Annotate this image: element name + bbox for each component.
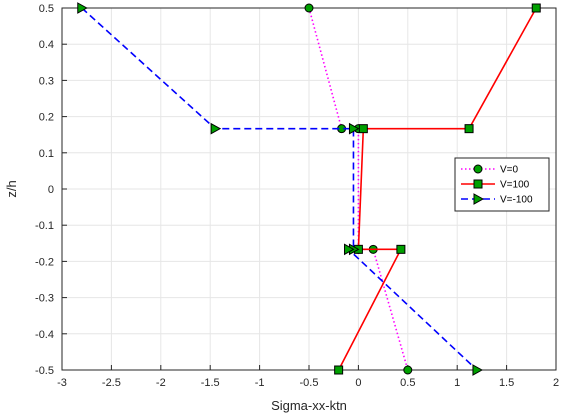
x-tick-label: -3	[57, 377, 67, 389]
y-tick-label: -0.5	[35, 365, 54, 377]
y-tick-label: 0	[48, 184, 54, 196]
x-tick-label: -2	[156, 377, 166, 389]
y-tick-label: -0.4	[35, 329, 54, 341]
data-point-marker	[344, 243, 355, 256]
series-group	[77, 2, 483, 376]
data-point-marker	[304, 3, 314, 13]
y-tick-label: -0.1	[35, 220, 54, 232]
data-point-marker	[334, 365, 344, 375]
data-point-marker	[358, 124, 368, 134]
x-tick-label: 1	[454, 377, 460, 389]
x-tick-label: 1.5	[499, 377, 514, 389]
data-point-marker	[473, 179, 483, 189]
data-point-marker	[396, 244, 406, 254]
x-axis-ticks: -3 -2.5 -2 -1.5 -1 -0.5 0 0.5 1 1.5 2	[57, 365, 559, 389]
series-line	[308, 7, 409, 371]
legend-entry-label: V=-100	[500, 195, 533, 206]
data-point-marker	[472, 364, 483, 376]
y-axis-ticks: -0.5 -0.4 -0.3 -0.2 -0.1 0 0.1 0.2 0.3 0.4 0.5	[35, 3, 67, 377]
legend-entry-label: V=0	[500, 165, 519, 176]
data-point-marker	[348, 122, 360, 135]
x-tick-label: 0.5	[400, 377, 415, 389]
data-point-marker	[473, 164, 483, 174]
y-tick-label: 0.3	[39, 75, 54, 87]
y-tick-label: -0.3	[35, 293, 54, 305]
y-tick-label: -0.2	[35, 256, 54, 268]
x-axis-label: Sigma-xx-ktn	[271, 398, 347, 413]
data-point-marker	[210, 122, 222, 135]
series-group	[77, 2, 541, 376]
x-tick-label: -2.5	[102, 377, 121, 389]
x-tick-label: 0	[355, 377, 361, 389]
y-tick-label: 0.5	[39, 3, 54, 15]
data-point-marker	[77, 2, 88, 14]
y-tick-label: 0.2	[39, 112, 54, 124]
x-tick-label: -1.5	[201, 377, 220, 389]
data-point-marker	[473, 193, 485, 205]
y-tick-label: 0.4	[39, 39, 54, 51]
y-axis-label: z/h	[4, 180, 19, 197]
series-line	[337, 7, 537, 371]
legend: V=0 V=100 V=-100	[454, 157, 550, 212]
data-point-marker	[531, 3, 541, 13]
data-point-marker	[403, 365, 413, 375]
data-point-marker	[464, 124, 474, 134]
x-tick-label: -1	[255, 377, 265, 389]
y-tick-label: 0.1	[39, 148, 54, 160]
legend-entry-label: V=100	[500, 180, 530, 191]
x-tick-label: 2	[553, 377, 559, 389]
x-tick-label: -0.5	[300, 377, 319, 389]
series-line	[81, 7, 478, 371]
